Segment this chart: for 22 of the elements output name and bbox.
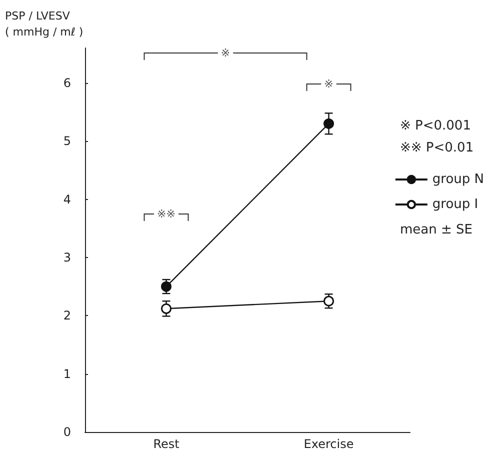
annotation: mean ± SE xyxy=(400,222,472,238)
y-tick-label: 2 xyxy=(63,308,71,323)
y-tick-label: 0 xyxy=(63,425,71,439)
y-tick-label: 6 xyxy=(63,76,71,90)
y-axis-title: PSP / LVESV ( mmHg / mℓ ) xyxy=(5,10,84,38)
annotation: ※ xyxy=(324,78,334,90)
annotation: ※※ xyxy=(157,208,176,220)
y-tick-label: 4 xyxy=(63,192,71,206)
y-tick-label: 1 xyxy=(63,366,71,381)
x-tick-label: Rest xyxy=(153,437,180,451)
point xyxy=(324,296,334,306)
legend-label: group I xyxy=(432,197,478,212)
y-tick-label: 5 xyxy=(63,134,71,148)
annotation: ※ xyxy=(220,46,230,60)
y-tick-label: 3 xyxy=(63,250,71,264)
point xyxy=(161,281,172,292)
x-tick-label: Exercise xyxy=(304,437,354,451)
annotation: ※※ P<0.01 xyxy=(400,140,474,156)
point xyxy=(161,303,172,314)
point xyxy=(324,118,334,129)
legend-label: group N xyxy=(432,172,484,187)
annotation: ※ P<0.001 xyxy=(400,118,471,134)
